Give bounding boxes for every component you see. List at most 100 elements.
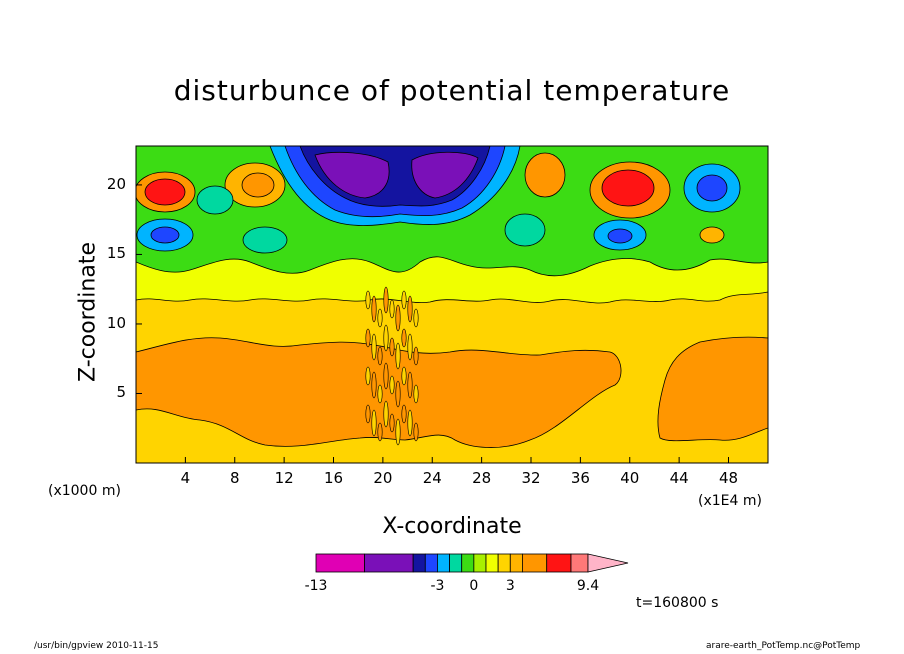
streak-mark: [371, 333, 377, 361]
x-tick-label: 4: [180, 469, 191, 487]
streak-mark: [407, 409, 413, 437]
streak-mark: [413, 422, 419, 442]
cyan-patch-mid: [504, 213, 546, 247]
footer-left: /usr/bin/gpview 2010-11-15: [34, 641, 159, 651]
colorbar-box: [570, 553, 589, 573]
y-tick-label: 15: [106, 244, 126, 263]
x-tick-label: 36: [570, 469, 590, 487]
band-middle-right: [657, 336, 768, 442]
blue-patch-far-right: [696, 174, 728, 202]
colorbar-extend-arrow: [587, 553, 629, 573]
streak-mark: [371, 409, 377, 437]
streak-mark: [407, 295, 413, 323]
cyan-patch-3: [242, 226, 288, 254]
colorbar-label: -13: [304, 578, 328, 594]
tick-marks: [136, 184, 729, 463]
colorbar-box: [449, 553, 463, 573]
cyan-patch-2: [196, 185, 234, 215]
y-tick-label: 10: [106, 313, 126, 332]
x-tick-label: 24: [422, 469, 442, 487]
x-tick-label: 8: [229, 469, 240, 487]
red-patch-right: [601, 169, 655, 207]
x-tick-label: 48: [718, 469, 739, 487]
streak-mark: [377, 346, 383, 366]
streak-mark: [371, 295, 377, 323]
streak-mark: [383, 362, 389, 390]
streak-mark: [383, 286, 389, 314]
time-annotation: t=160800 s: [636, 595, 719, 611]
streak-mark: [389, 337, 395, 357]
x-tick-label: 44: [669, 469, 689, 487]
streak-mark: [413, 346, 419, 366]
x-axis-label: X-coordinate: [382, 514, 522, 539]
streak-mark: [395, 342, 401, 370]
streak-mark: [365, 366, 371, 386]
streak-mark: [413, 308, 419, 328]
x-tick-label: 16: [323, 469, 344, 487]
streak-mark: [401, 290, 407, 310]
colorbar-box: [412, 553, 426, 573]
x-tick-label: 28: [472, 469, 492, 487]
x-tick-label: 32: [521, 469, 541, 487]
central-streaks: [365, 286, 419, 446]
streak-mark: [401, 328, 407, 348]
streak-mark: [395, 418, 401, 446]
colorbar-box: [437, 553, 450, 573]
colorbar: [315, 553, 629, 573]
colorbar-label: -3: [430, 578, 445, 594]
cold-core-purple-right: [411, 151, 479, 199]
colorbar-label: 3: [505, 578, 515, 594]
y-tick-label: 20: [106, 174, 126, 193]
streak-mark: [383, 324, 389, 352]
colorbar-box: [461, 553, 475, 573]
cold-core-purple-left: [314, 151, 390, 199]
streak-mark: [407, 333, 413, 361]
orange-patch-2b: [241, 172, 275, 198]
colorbar-box: [546, 553, 572, 573]
streak-mark: [389, 375, 395, 395]
streak-mark: [365, 290, 371, 310]
streak-mark: [407, 371, 413, 399]
x-tick-label: 12: [274, 469, 294, 487]
footer-right: arare-earth_PotTemp.nc@PotTemp: [706, 641, 861, 651]
colorbar-box: [473, 553, 487, 573]
streak-mark: [401, 366, 407, 386]
orange-patch-far-right: [699, 226, 725, 244]
x-tick-label: 40: [620, 469, 640, 487]
blue-patch-right: [607, 228, 633, 244]
colorbar-label: 0: [469, 578, 479, 594]
colorbar-box: [315, 553, 365, 573]
chart-title: disturbunce of potential temperature: [173, 74, 731, 107]
x-tick-label: 20: [373, 469, 393, 487]
streak-mark: [389, 299, 395, 319]
orange-patch-right2: [524, 152, 566, 198]
streak-mark: [395, 380, 401, 408]
x-unit-right: (x1E4 m): [698, 493, 762, 509]
streak-mark: [389, 413, 395, 433]
y-tick-label: 5: [116, 383, 126, 402]
streak-mark: [377, 422, 383, 442]
x-unit-left: (x1000 m): [48, 483, 121, 499]
colorbar-box: [497, 553, 511, 573]
streak-mark: [371, 371, 377, 399]
streak-mark: [395, 304, 401, 332]
streak-mark: [413, 384, 419, 404]
streak-mark: [365, 328, 371, 348]
colorbar-box: [424, 553, 438, 573]
streak-mark: [383, 400, 389, 428]
colorbar-box: [522, 553, 548, 573]
colorbar-box: [509, 553, 523, 573]
colorbar-box: [364, 553, 414, 573]
plot-frame: [135, 145, 769, 464]
streak-mark: [365, 404, 371, 424]
streak-mark: [377, 308, 383, 328]
plot-area: [136, 146, 768, 463]
colorbar-box: [485, 553, 499, 573]
streak-mark: [401, 404, 407, 424]
colorbar-label: 9.4: [576, 578, 600, 594]
red-patch-left: [144, 178, 186, 206]
y-axis-label: Z-coordinate: [75, 242, 101, 382]
blue-patch-left: [150, 226, 180, 244]
streak-mark: [377, 384, 383, 404]
